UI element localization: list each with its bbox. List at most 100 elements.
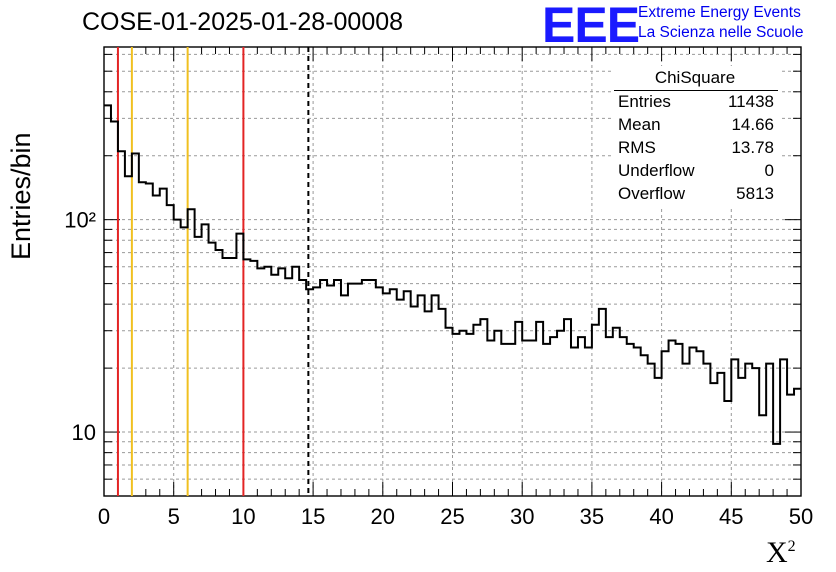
histogram-bin [327,285,334,496]
x-tick-label: 50 [789,504,813,529]
histogram-bin [634,348,641,496]
histogram-bin [383,293,390,496]
histogram-bin [683,364,690,496]
x-tick-label: 25 [440,504,464,529]
histogram-bin [195,237,202,496]
histogram-bin [425,311,432,496]
histogram-bin [710,383,717,496]
histogram-bin [146,183,153,496]
histogram-bin [139,182,146,496]
histogram-bin [641,355,648,496]
histogram-bin [585,348,592,496]
histogram-bin [243,259,250,496]
stats-label: Mean [618,115,661,134]
histogram-bin [522,340,529,496]
histogram-bin [627,344,634,496]
histogram-bin [299,280,306,496]
histogram-bin [348,284,355,496]
histogram-bin [125,176,132,496]
histogram-bin [501,344,508,496]
histogram-bin [494,331,501,496]
stats-row-overflow: Overflow 5813 [618,184,774,206]
histogram-bin [606,337,613,496]
logo-line-1: Extreme Energy Events [638,4,801,21]
histogram-bin [592,325,599,496]
histogram-bin [153,195,160,496]
histogram-bin [473,325,480,496]
histogram-bin [236,234,243,496]
histogram-bin [376,287,383,496]
stats-box: ChiSquare Entries 11438 Mean 14.66 RMS 1… [612,66,780,206]
chart-title: COSE-01-2025-01-28-00008 [82,8,404,36]
stats-label: Entries [618,92,671,111]
histogram-bin [773,444,780,496]
histogram-bin [613,328,620,496]
histogram-bin [487,340,494,496]
histogram-bin [411,307,418,496]
histogram-bin [390,289,397,496]
histogram-bin [320,280,327,496]
histogram-bin [648,364,655,496]
histogram-bin [620,337,627,496]
histogram-bin [306,289,313,496]
stats-label: Underflow [618,161,695,180]
histogram-bin [446,328,453,496]
histogram-bin [696,351,703,496]
histogram-bin [655,378,662,496]
histogram-bin [104,105,111,496]
histogram-bin [174,220,181,496]
y-tick-label: 10 [72,420,96,445]
eee-logo: EEE Extreme Energy Events La Scienza nel… [542,0,832,53]
stats-value: 13.78 [731,138,774,157]
histogram-bin [202,224,209,496]
histogram-bin [780,359,787,496]
histogram-bin [508,344,515,496]
stats-row-entries: Entries 11438 [618,92,774,114]
histogram-bin [341,295,348,496]
histogram-bin [362,280,369,496]
histogram-bin [676,344,683,496]
histogram-bin [160,189,167,496]
histogram-bin [515,322,522,496]
histogram-bin [731,359,738,496]
histogram-bin [787,395,794,496]
histogram-bin [397,300,404,496]
histogram-bin [292,267,299,496]
histogram-bin [459,331,466,496]
stats-box-rule [614,90,778,91]
x-tick-label: 20 [371,504,395,529]
histogram-bin [480,319,487,496]
histogram-bin [717,373,724,496]
histogram-bin [257,268,264,496]
histogram-bin [662,351,669,496]
histogram-bin [599,309,606,496]
x-tick-label: 35 [580,504,604,529]
x-axis-label-symbol: X [766,536,788,569]
histogram-bin [250,261,257,496]
stats-row-underflow: Underflow 0 [618,161,774,183]
stats-value: 14.66 [731,115,774,134]
histogram-bin [543,344,550,496]
histogram-bin [432,295,439,496]
histogram-bin [557,331,564,496]
stats-value: 0 [764,161,774,180]
x-tick-label: 10 [231,504,255,529]
histogram-bin [132,153,139,496]
histogram-bin [745,364,752,496]
histogram-bin [418,295,425,496]
stats-label: RMS [618,138,656,157]
histogram-bin [724,401,731,496]
histogram-bin [222,258,229,496]
x-tick-label: 5 [168,504,180,529]
stats-value: 11438 [727,92,774,111]
logo-line-2: La Scienza nelle Scuole [638,24,804,41]
histogram-bin [752,368,759,496]
histogram-bin [404,291,411,496]
histogram-bin [285,278,292,496]
histogram-bin [118,151,125,496]
histogram-bin [669,340,676,496]
histogram-bin [188,209,195,496]
histogram-bin [111,121,118,496]
stats-label: Overflow [618,184,686,203]
